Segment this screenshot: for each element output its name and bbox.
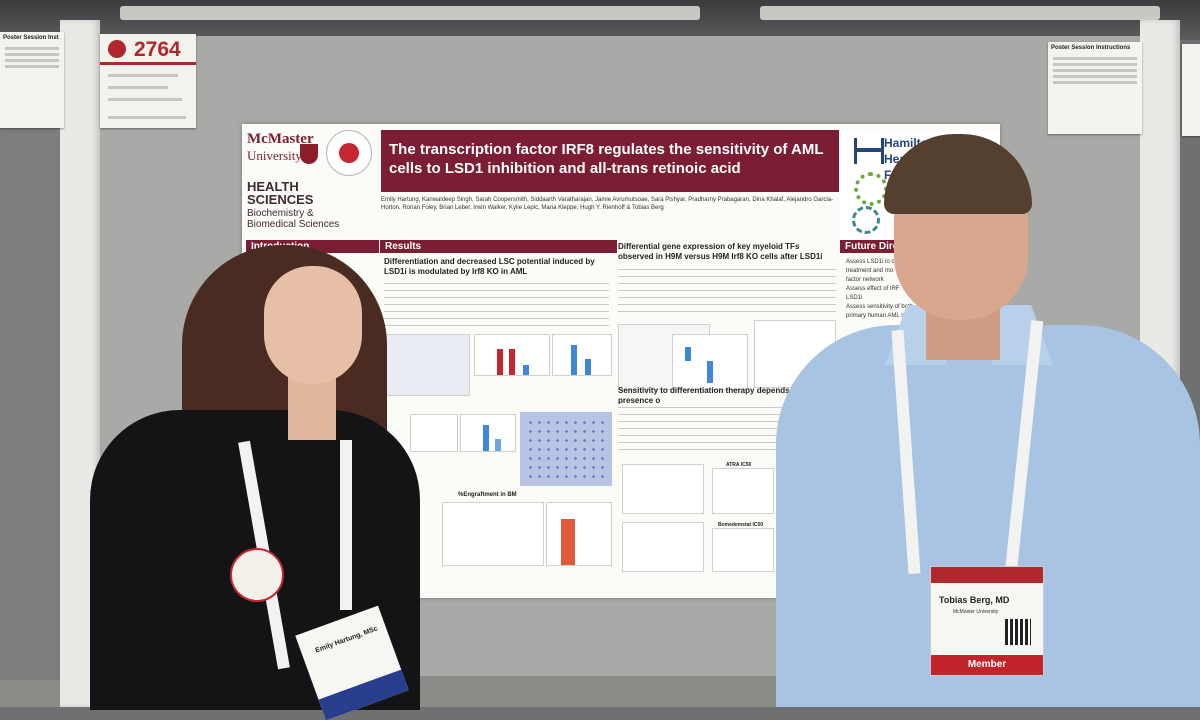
lanyard-right [340,440,352,610]
button-pin-icon [230,548,284,602]
section-results: Results [380,240,617,253]
badge-right-org: McMaster University [953,609,999,615]
bar-chart-mfi [552,334,612,376]
hamilton-h-icon [854,138,884,164]
badge-right-name: Tobias Berg, MD [939,595,1010,605]
ontario-logo-icon [854,172,888,206]
badge-left-name: Emily Hartung, MSc [314,625,379,655]
bar-chart-cd11b [474,334,550,376]
poster-title: The transcription factor IRF8 regulates … [381,130,839,192]
mcmaster-logo-sub: University [247,148,302,163]
ceiling-light [760,6,1160,20]
author-list: Emily Hartung, Kanwaldeep Singh, Sarah C… [381,197,834,211]
facs-plot [384,334,470,396]
left-instructions-card: Poster Session Inst [0,32,64,128]
bomed-ic50-label: Bomedemstat IC50 [718,522,764,528]
results-text [384,280,609,328]
results-heading: Differentiation and decreased LSC potent… [384,257,595,276]
right-card-title: Poster Session Instructions [1051,45,1131,51]
crest-icon [300,144,318,164]
centre-logo-icon [852,206,880,234]
ceiling-light [120,6,700,20]
bomedemstat-ic50-plot [712,528,774,572]
histogram [410,414,458,452]
sensitivity-heading: Sensitivity to differentiation therapy d… [618,386,816,405]
faculty-name: HEALTH SCIENCES [247,179,314,207]
member-ribbon: Member [931,655,1043,675]
gene-expression-chart [672,334,748,390]
engraftment-title: %Engraftment in BM [458,492,517,498]
poster-number-card: 2764 [100,34,196,128]
atra-dose-curve [622,464,704,514]
diff-expression-text [618,266,836,318]
left-card-title: Poster Session Inst [3,35,59,41]
engraftment-plot [442,502,544,566]
mcmaster-logo: McMaster [247,131,314,147]
poster-number: 2764 [134,38,181,61]
far-right-card [1182,44,1200,136]
cytospin-images [520,412,612,486]
lsc-bar-chart [546,502,612,566]
future-directions-list: Assess LSD1i in c treatment and mo facto… [846,259,914,319]
person-left-face [264,266,362,384]
ceiling [0,0,1200,40]
department-name: Biochemistry & Biomedical Sciences [247,208,340,230]
qr-code-icon [1005,619,1031,645]
atra-ic50-plot [712,468,774,514]
society-seal-icon [326,130,372,176]
bomedemstat-dose-curve [622,522,704,572]
neighbor-board-left [0,40,60,680]
right-instructions-card: Poster Session Instructions [1048,42,1142,134]
bar-chart-cfu [460,414,516,452]
conference-logo-icon [108,40,126,58]
atra-ic50-label: ATRA IC50 [726,462,752,468]
badge-right: Tobias Berg, MD McMaster University Memb… [930,566,1044,676]
diff-expression-heading: Differential gene expression of key myel… [618,242,823,261]
